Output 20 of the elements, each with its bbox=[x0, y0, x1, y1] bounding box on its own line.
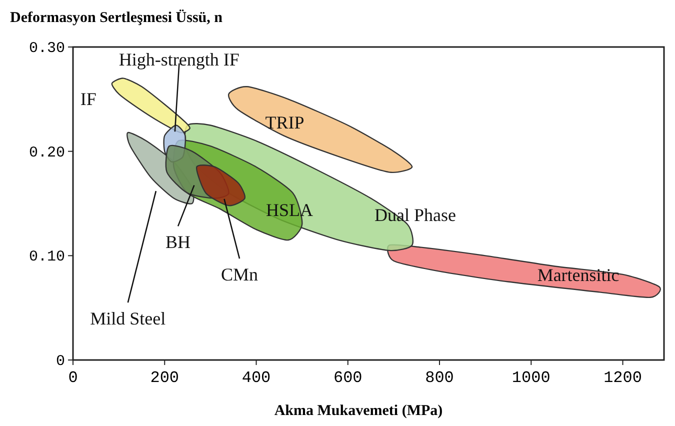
series-label: IF bbox=[80, 88, 96, 109]
y-tick-label: 0.20 bbox=[28, 144, 65, 162]
x-axis-title: Akma Mukavemeti (MPa) bbox=[274, 403, 443, 419]
text: CMn bbox=[221, 264, 258, 285]
y-tick-label: 0 bbox=[56, 353, 65, 370]
x-tick-label: 800 bbox=[425, 369, 454, 387]
x-tick-label: 1200 bbox=[604, 369, 642, 387]
text: BH bbox=[166, 232, 191, 252]
y-axis-title: Deformasyon Sertleşmesi Üssü, n bbox=[10, 9, 224, 26]
x-tick-label: 200 bbox=[150, 369, 180, 387]
x-tick-label: 600 bbox=[333, 369, 362, 387]
text: Mild Steel bbox=[90, 308, 166, 329]
y-tick-label: 0.30 bbox=[28, 40, 65, 57]
x-tick-label: 400 bbox=[242, 369, 271, 387]
x-tick-label: 0 bbox=[68, 369, 78, 387]
x-tick-label: 1000 bbox=[512, 369, 550, 387]
series-label: Martensitic bbox=[537, 264, 620, 285]
y-tick-label: 0.10 bbox=[28, 248, 65, 266]
text: High-strength IF bbox=[118, 49, 240, 70]
series-label: TRIP bbox=[265, 112, 304, 133]
